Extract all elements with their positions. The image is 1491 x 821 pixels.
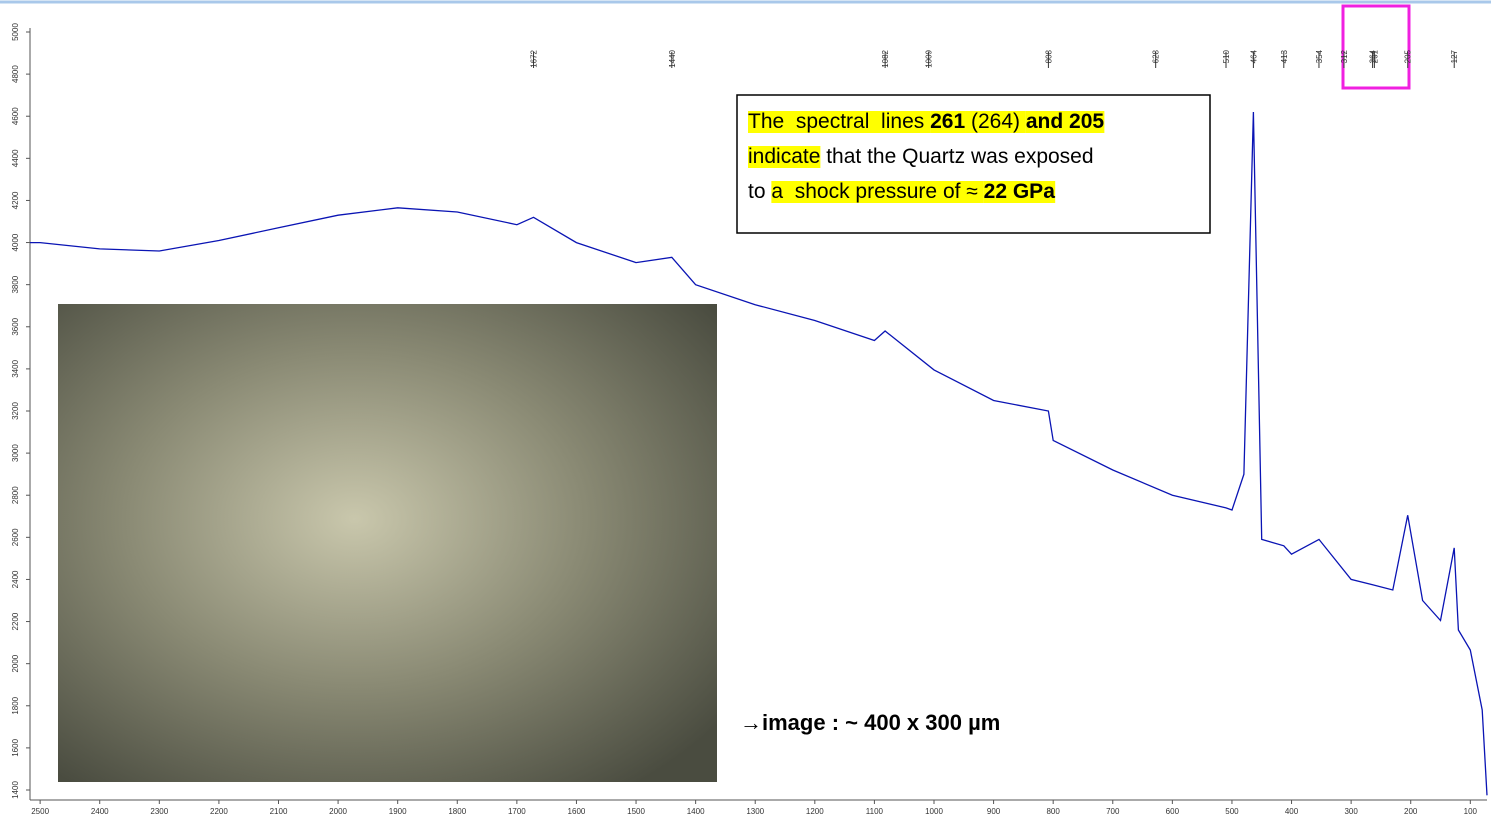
y-tick-label: 4000 bbox=[11, 233, 20, 251]
annotation-segment: and 205 bbox=[1026, 110, 1105, 133]
highlight bbox=[965, 111, 1026, 133]
y-tick-label: 3400 bbox=[11, 359, 20, 377]
x-tick-label: 1400 bbox=[687, 807, 705, 816]
y-tick-label: 2000 bbox=[11, 654, 20, 672]
peak-label: 264 bbox=[1369, 49, 1378, 63]
x-tick-label: 400 bbox=[1285, 807, 1299, 816]
x-tick-label: 2500 bbox=[31, 807, 49, 816]
x-tick-label: 500 bbox=[1225, 807, 1239, 816]
x-tick-label: 2200 bbox=[210, 807, 228, 816]
x-tick-label: 1900 bbox=[389, 807, 407, 816]
annotation-line: indicate that the Quartz was exposed bbox=[748, 145, 1094, 168]
peak-label: 808 bbox=[1044, 49, 1053, 63]
x-tick-label: 1000 bbox=[925, 807, 943, 816]
plot bbox=[30, 111, 1488, 796]
x-tick-label: 1600 bbox=[568, 807, 586, 816]
y-tick-label: 3800 bbox=[11, 275, 20, 293]
highlight bbox=[748, 146, 821, 168]
y-tick-label: 3000 bbox=[11, 444, 20, 462]
x-tick-label: 1300 bbox=[746, 807, 764, 816]
annotation-segment: indicate bbox=[748, 145, 820, 168]
annotation-line: to a shock pressure of ≈ 22 GPa bbox=[748, 180, 1055, 203]
peak-label: 464 bbox=[1249, 49, 1258, 63]
y-tick-label: 2800 bbox=[11, 486, 20, 504]
peak-label: 261 bbox=[1370, 49, 1379, 63]
x-tick-label: 1800 bbox=[448, 807, 466, 816]
x-tick-label: 300 bbox=[1344, 807, 1358, 816]
x-tick-label: 2000 bbox=[329, 807, 347, 816]
highlight bbox=[748, 111, 931, 133]
annotation-segment: that the Quartz was exposed bbox=[820, 145, 1093, 168]
x-tick-label: 2400 bbox=[91, 807, 109, 816]
peak-label: 312 bbox=[1340, 49, 1349, 63]
x-tick-label: 2300 bbox=[150, 807, 168, 816]
y-tick-label: 4800 bbox=[11, 65, 20, 83]
y-tick-label: 2200 bbox=[11, 612, 20, 630]
y-tick-label: 3200 bbox=[11, 402, 20, 420]
highlight bbox=[983, 181, 1056, 203]
x-tick-label: 800 bbox=[1046, 807, 1060, 816]
highlight bbox=[771, 181, 984, 203]
peak-label: 628 bbox=[1152, 49, 1161, 63]
annotation-segment: 261 bbox=[930, 110, 965, 133]
peak-label: 1082 bbox=[881, 49, 890, 67]
image-caption: →image : ~ 400 x 300 µm bbox=[740, 710, 1000, 735]
y-tick-label: 5000 bbox=[11, 23, 20, 41]
x-tick-label: 1700 bbox=[508, 807, 526, 816]
annotation-segment: The spectral lines bbox=[748, 110, 930, 133]
micrograph bbox=[58, 304, 717, 782]
x-tick-label: 2100 bbox=[270, 807, 288, 816]
y-tick-label: 1600 bbox=[11, 738, 20, 756]
annotation-segment: a shock pressure of ≈ bbox=[771, 180, 983, 203]
spectrum-line bbox=[30, 111, 1488, 796]
peak-label: 1009 bbox=[925, 49, 934, 67]
peak-label: 1440 bbox=[668, 49, 677, 67]
x-tick-label: 200 bbox=[1404, 807, 1418, 816]
y-tick-label: 2600 bbox=[11, 528, 20, 546]
annotation-segment: 22 GPa bbox=[984, 180, 1056, 203]
x-tick-label: 1200 bbox=[806, 807, 824, 816]
x-tick-label: 900 bbox=[987, 807, 1001, 816]
annotation-line: The spectral lines 261 (264) and 205 bbox=[748, 110, 1104, 133]
x-tick-label: 1500 bbox=[627, 807, 645, 816]
y-tick-label: 4400 bbox=[11, 149, 20, 167]
peak-label: 510 bbox=[1222, 49, 1231, 63]
highlight bbox=[1025, 111, 1105, 133]
annotation: The spectral lines 261 (264) and 205 indi… bbox=[748, 110, 1105, 203]
annotation-segment: (264) bbox=[965, 110, 1026, 133]
peak-label: 205 bbox=[1404, 49, 1413, 63]
peak-label: 413 bbox=[1280, 49, 1289, 63]
y-tick-label: 4600 bbox=[11, 107, 20, 125]
y-tick-label: 3600 bbox=[11, 317, 20, 335]
peak-label: 1672 bbox=[530, 49, 539, 67]
x-tick-label: 600 bbox=[1166, 807, 1180, 816]
x-tick-label: 1100 bbox=[866, 807, 884, 816]
peak-label: 354 bbox=[1315, 49, 1324, 63]
y-tick-label: 4200 bbox=[11, 191, 20, 209]
y-tick-label: 1400 bbox=[11, 781, 20, 799]
y-tick-label: 1800 bbox=[11, 696, 20, 714]
annotation-segment: to bbox=[748, 180, 771, 203]
x-tick-label: 100 bbox=[1464, 807, 1478, 816]
highlight bbox=[930, 111, 966, 133]
peak-label: 127 bbox=[1450, 49, 1459, 63]
y-tick-label: 2400 bbox=[11, 570, 20, 588]
x-tick-label: 700 bbox=[1106, 807, 1120, 816]
highlight-box bbox=[1341, 4, 1411, 90]
